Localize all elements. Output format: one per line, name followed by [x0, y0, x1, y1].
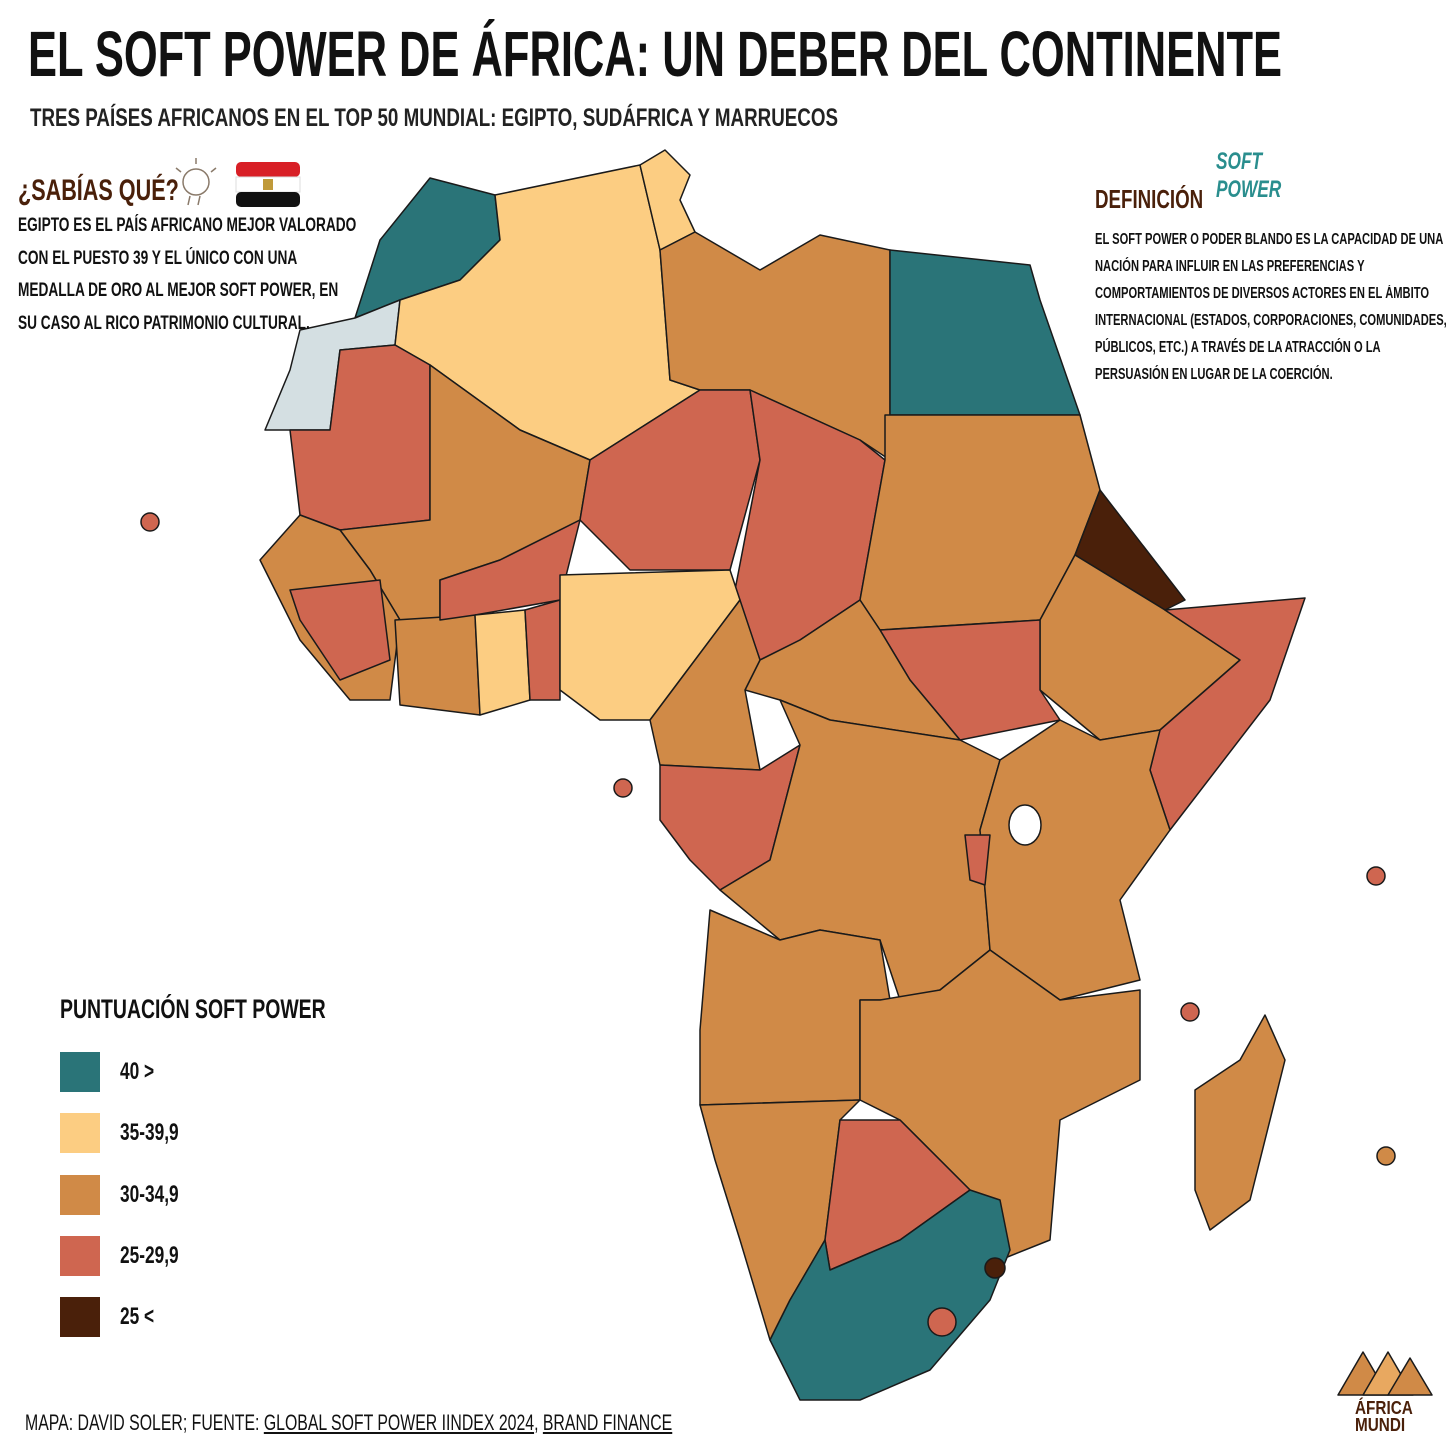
subtitle: TRES PAÍSES AFRICANOS EN EL TOP 50 MUNDI… [30, 103, 838, 132]
fact-text: CON EL PUESTO 39 Y EL ÚNICO CON UNA [18, 247, 298, 269]
legend-swatch [60, 1052, 100, 1092]
africa-map [140, 149, 1396, 1401]
fact-text: SU CASO AL RICO PATRIMONIO CULTURAL. [18, 312, 310, 334]
fact-text: EGIPTO ES EL PAÍS AFRICANO MEJOR VALORAD… [18, 215, 357, 236]
definition-text: EL SOFT POWER O PODER BLANDO ES LA CAPAC… [1095, 231, 1444, 248]
legend-swatch [60, 1235, 100, 1276]
definition-text: COMPORTAMIENTOS DE DIVERSOS ACTORES EN E… [1095, 285, 1430, 302]
brand-name: MUNDI [1355, 1415, 1406, 1435]
definition-text: PERSUASIÓN EN LUGAR DE LA COERCIÓN. [1095, 366, 1333, 383]
definition-text: PÚBLICOS, ETC.) A TRAVÉS DE LA ATRACCIÓN… [1095, 339, 1381, 356]
brand-logo [1337, 1351, 1433, 1396]
soft-power-logo: POWER [1216, 176, 1282, 203]
definition-text: NACIÓN PARA INFLUIR EN LAS PREFERENCIAS … [1095, 258, 1365, 275]
title: EL SOFT POWER DE ÁFRICA: UN DEBER DEL CO… [28, 18, 1282, 90]
source-link[interactable]: GLOBAL SOFT POWER IINDEX 2024 [263, 1410, 535, 1435]
soft-power-logo: SOFT [1216, 148, 1263, 175]
fact-title: ¿SABÍAS QUÉ? [18, 174, 179, 207]
legend-label: 40 > [120, 1058, 155, 1085]
footer: MAPA: DAVID SOLER; FUENTE: GLOBAL SOFT P… [25, 1410, 672, 1436]
footer-text: MAPA: DAVID SOLER; FUENTE: [25, 1410, 264, 1435]
legend-swatch [60, 1297, 100, 1338]
brand-name: ÁFRICA [1355, 1398, 1413, 1418]
egypt-flag [235, 162, 301, 207]
legend-label: 30-34,9 [120, 1180, 179, 1208]
legend-title: PUNTUACIÓN SOFT POWER [60, 994, 326, 1024]
legend-label: 25 < [120, 1303, 155, 1331]
legend-swatch [60, 1174, 100, 1215]
source-link[interactable]: BRAND FINANCE [542, 1410, 673, 1435]
legend-swatch [60, 1113, 100, 1154]
footer-separator: , [534, 1410, 543, 1435]
definition-title: DEFINICIÓN [1095, 184, 1204, 214]
legend-label: 35-39,9 [120, 1119, 179, 1147]
fact-text: MEDALLA DE ORO AL MEJOR SOFT POWER, EN [18, 280, 339, 301]
bulb-icon [175, 158, 217, 206]
definition-text: INTERNACIONAL (ESTADOS, CORPORACIONES, C… [1095, 312, 1447, 329]
legend-label: 25-29,9 [120, 1241, 179, 1269]
